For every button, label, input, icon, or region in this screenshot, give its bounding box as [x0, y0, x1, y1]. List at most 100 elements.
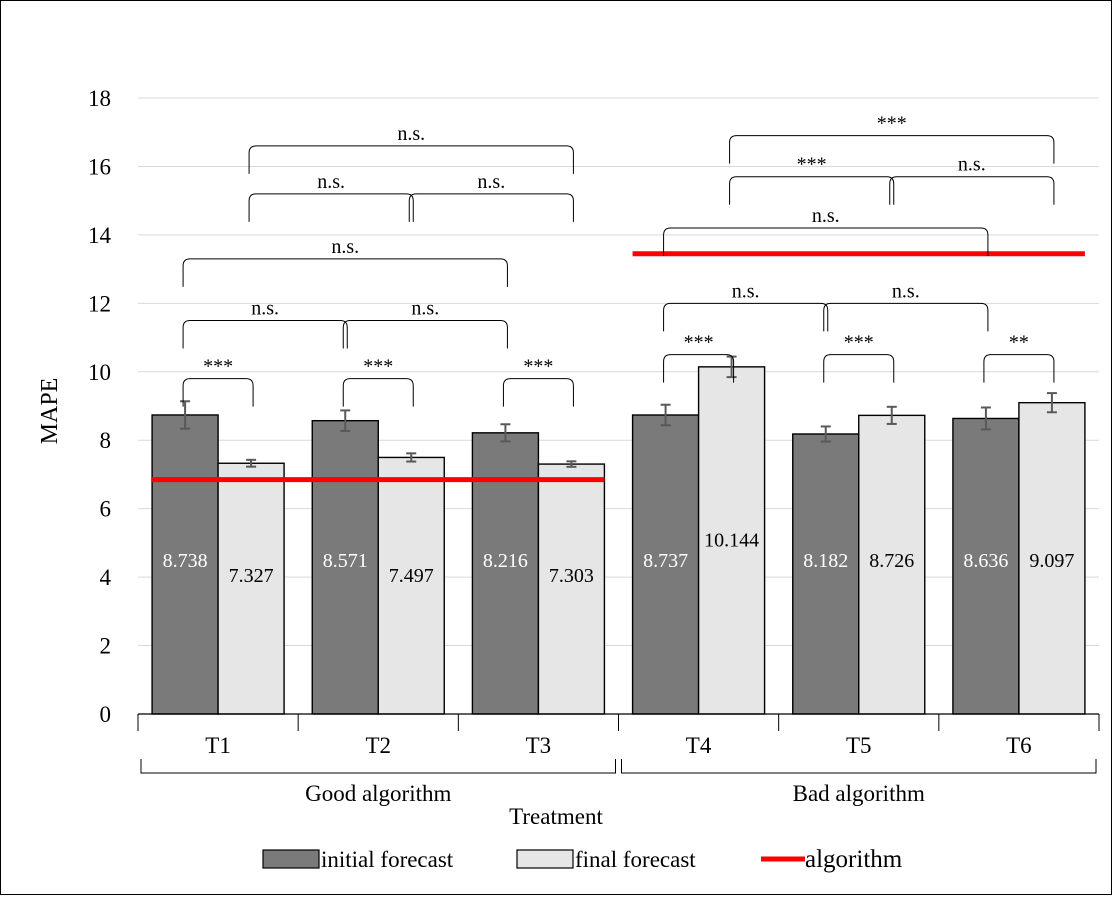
value-label: 8.216 — [483, 550, 528, 572]
bracket-line — [663, 354, 735, 383]
value-label: 7.327 — [229, 565, 274, 587]
value-label: 8.738 — [163, 550, 208, 572]
error-bars — [180, 355, 1057, 468]
legend-item: final forecast — [516, 847, 696, 872]
legend: initial forecast final forecast algorithm — [262, 846, 903, 873]
legend-item: initial forecast — [262, 847, 454, 872]
significance-bracket: ** — [983, 332, 1055, 383]
value-label: 8.182 — [803, 550, 848, 572]
significance-label: n.s. — [331, 236, 359, 258]
legend-swatch — [516, 849, 574, 869]
bracket-line — [342, 319, 508, 349]
group-label: Good algorithm — [305, 781, 451, 806]
error-bar-T3-initial — [500, 423, 511, 443]
y-tick-label: 0 — [100, 702, 112, 727]
bracket-line — [248, 193, 414, 222]
value-label: 7.497 — [389, 565, 434, 587]
y-tick-label: 10 — [88, 360, 111, 385]
legend-label: initial forecast — [321, 847, 454, 872]
legend-label: algorithm — [805, 846, 903, 873]
significance-bracket: n.s. — [342, 297, 508, 349]
final-forecast-bar-T4 — [697, 366, 766, 715]
value-label: 8.636 — [963, 550, 1008, 572]
y-tick-label: 2 — [100, 634, 112, 659]
error-bar-T2-final — [406, 452, 417, 463]
value-label: 9.097 — [1029, 550, 1074, 572]
final-forecast-bar-T3 — [537, 463, 606, 715]
significance-bracket: n.s. — [663, 280, 829, 332]
error-bar-T3-final — [566, 460, 577, 468]
y-tick-label: 8 — [100, 428, 112, 453]
bracket-line — [182, 258, 508, 287]
group-bracket — [140, 759, 616, 774]
bracket-line — [729, 176, 895, 205]
y-tick-label: 16 — [88, 154, 111, 179]
gridlines — [138, 97, 1099, 647]
y-axis-label: MAPE — [37, 378, 63, 445]
significance-label: *** — [523, 356, 553, 378]
value-label: 8.571 — [323, 550, 368, 572]
bracket-line — [248, 145, 574, 174]
significance-bracket: n.s. — [889, 154, 1055, 205]
significance-bracket: n.s. — [663, 205, 989, 257]
y-tick-labels: 0 2 4 6 8 10 12 14 16 18 — [88, 86, 112, 727]
significance-label: ** — [1009, 332, 1029, 354]
legend-label: final forecast — [575, 847, 696, 872]
x-category-label: T2 — [365, 733, 391, 758]
significance-bracket: n.s. — [823, 280, 989, 332]
bracket-line — [823, 302, 989, 332]
significance-label: n.s. — [251, 297, 279, 319]
significance-bracket: *** — [729, 113, 1055, 164]
bracket-line — [182, 378, 254, 407]
y-tick-label: 4 — [100, 565, 112, 590]
error-bar-T4-initial — [660, 403, 671, 427]
x-category-label: T1 — [205, 733, 231, 758]
bracket-line — [729, 135, 1055, 164]
bracket-line — [663, 227, 989, 257]
bracket-line — [823, 354, 895, 383]
error-bar-T6-final — [1046, 392, 1057, 414]
value-labels: 8.738 8.571 8.216 8.737 8.182 8.636 7.327 7.497… — [163, 529, 1075, 587]
error-bar-T5-final — [886, 405, 897, 425]
algorithm-lines — [152, 251, 1085, 483]
significance-label: n.s. — [892, 280, 920, 302]
significance-bracket: *** — [663, 332, 735, 383]
x-axis-label: Treatment — [509, 804, 603, 829]
significance-bracket: *** — [502, 356, 574, 407]
final-forecast-bar-T1 — [217, 462, 285, 715]
significance-label: *** — [363, 356, 393, 378]
value-label: 10.144 — [704, 529, 759, 551]
value-label: 8.737 — [643, 550, 688, 572]
significance-bracket: n.s. — [408, 171, 574, 222]
significance-label: n.s. — [397, 123, 425, 145]
significance-label: n.s. — [477, 171, 505, 193]
significance-label: n.s. — [732, 280, 760, 302]
significance-label: n.s. — [812, 205, 840, 227]
final-forecast-bar-T6 — [1018, 401, 1086, 715]
significance-label: n.s. — [411, 297, 439, 319]
value-label: 8.726 — [869, 550, 914, 572]
bars — [151, 366, 1086, 715]
group-label: Bad algorithm — [793, 781, 925, 806]
initial-forecast-bar-T3 — [471, 432, 540, 715]
legend-swatch — [262, 849, 320, 869]
bracket-line — [342, 378, 414, 407]
y-tick-label: 14 — [88, 223, 112, 248]
x-category-label: T6 — [1006, 733, 1032, 758]
y-tick-label: 18 — [88, 86, 111, 111]
bracket-line — [182, 319, 348, 349]
significance-label: *** — [684, 332, 714, 354]
value-label: 7.303 — [549, 565, 594, 587]
significance-label: *** — [877, 113, 907, 135]
error-bar-T6-initial — [980, 406, 991, 431]
bracket-line — [408, 193, 574, 222]
significance-bracket: n.s. — [248, 123, 574, 174]
x-category-labels: T1 T2 T3 T4 T5 T6 — [137, 714, 1100, 758]
y-tick-label: 6 — [100, 497, 112, 522]
group-labels: Good algorithm Bad algorithm — [140, 759, 1097, 806]
bracket-line — [889, 176, 1055, 205]
significance-label: *** — [797, 154, 827, 176]
y-tick-label: 12 — [88, 291, 111, 316]
x-category-label: T5 — [846, 733, 872, 758]
